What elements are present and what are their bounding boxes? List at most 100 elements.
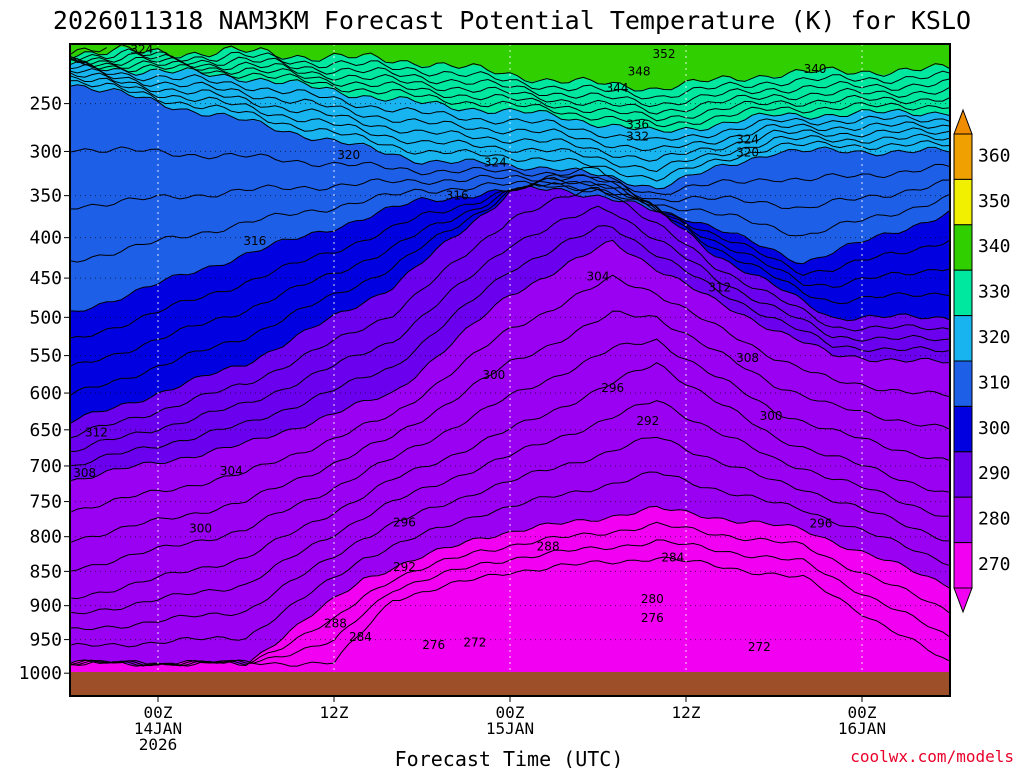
isentrope-line-296 <box>70 239 950 482</box>
contour-label: 324 <box>130 42 153 56</box>
contour-label: 296 <box>601 381 624 395</box>
isentrope-line-332 <box>70 60 950 133</box>
contour-label: 300 <box>189 521 212 535</box>
contour-label: 272 <box>748 640 771 654</box>
isentrope-line-318 <box>70 146 950 195</box>
contour-label: 304 <box>220 464 243 478</box>
contour-label: 308 <box>736 351 759 365</box>
y-tick-label: 850 <box>29 561 62 582</box>
colorbar-label: 330 <box>978 282 1011 303</box>
isentrope-line-286 <box>70 400 950 615</box>
contour-label: 320 <box>337 148 360 162</box>
contour-label: 348 <box>628 64 651 78</box>
colorbar-swatch <box>953 360 973 407</box>
colorbar-swatch <box>953 133 973 180</box>
isentrope-line-312 <box>70 185 950 312</box>
isentrope-contours <box>70 44 950 667</box>
contour-label: 316 <box>243 234 266 248</box>
contour-label: 316 <box>446 189 469 203</box>
contour-label: 308 <box>73 466 96 480</box>
y-tick-label: 800 <box>29 527 62 548</box>
colorbar: 270 280 290 300 310 320 330 340 350 360 <box>953 108 1011 614</box>
y-tick-label: 500 <box>29 307 62 328</box>
contour-label: 284 <box>349 630 372 644</box>
band-344 <box>70 44 950 91</box>
contour-label: 300 <box>482 368 505 382</box>
x-tick-label: 00Z <box>496 703 525 722</box>
colorbar-label: 350 <box>978 191 1011 212</box>
contour-label: 344 <box>606 81 629 95</box>
contour-label: 292 <box>393 560 416 574</box>
colorbar-swatch <box>953 496 973 544</box>
colorbar-swatch <box>953 451 973 498</box>
y-tick-label: 900 <box>29 596 62 617</box>
x-tick-label: 16JAN <box>838 719 886 738</box>
isentrope-line-330 <box>70 64 950 141</box>
isentrope-line-344 <box>70 44 950 92</box>
contour-label: 272 <box>463 635 486 649</box>
contour-label: 312 <box>708 281 731 295</box>
contour-label: 312 <box>85 426 108 440</box>
contour-label: 356 <box>462 0 485 3</box>
x-tick-label: 12Z <box>672 703 701 722</box>
colorbar-swatch <box>953 315 973 362</box>
contour-label: 352 <box>653 47 676 61</box>
y-tick-label: 700 <box>29 456 62 477</box>
colorbar-label: 280 <box>978 509 1011 530</box>
contour-label: 284 <box>661 551 684 565</box>
colorbar-max-extension <box>953 108 973 135</box>
y-tick-label: 950 <box>29 630 62 651</box>
colorbar-label: 340 <box>978 236 1011 257</box>
contour-label: 280 <box>641 592 664 606</box>
colorbar-swatch <box>953 542 973 589</box>
y-tick-label: 250 <box>29 94 62 115</box>
x-tick-label: 00Z <box>848 703 877 722</box>
x-tick-label: 14JAN <box>134 719 182 738</box>
isentrope-line-342 <box>70 48 950 100</box>
colorbar-label: 360 <box>978 145 1011 166</box>
colorbar-swatch <box>953 405 973 453</box>
x-tick-label: 00Z <box>144 703 173 722</box>
y-tick-label: 650 <box>29 420 62 441</box>
contour-label: 340 <box>804 62 827 76</box>
contour-label: 304 <box>587 270 610 284</box>
contour-label: 300 <box>760 409 783 423</box>
isentrope-line-346 <box>70 47 107 56</box>
isentrope-line-290 <box>70 338 950 572</box>
contour-label: 288 <box>537 539 560 553</box>
y-tick-label: 750 <box>29 492 62 513</box>
colorbar-swatch <box>953 178 973 226</box>
contour-label: 296 <box>809 516 832 530</box>
isentrope-line-334 <box>70 58 950 128</box>
colorbar-label: 290 <box>978 463 1011 484</box>
y-tick-label: 600 <box>29 383 62 404</box>
pressure-axis: 250 300 350 400 450 500 550 600 650 700 750 800 850 9… <box>19 94 70 684</box>
isentrope-line-278 <box>70 521 950 667</box>
y-tick-label: 350 <box>29 186 62 207</box>
contour-label: 292 <box>636 414 659 428</box>
isentrope-line-314 <box>70 180 950 263</box>
contour-label: 336 <box>626 117 649 131</box>
contour-label: 324 <box>736 132 759 146</box>
isentrope-line-300 <box>70 205 950 453</box>
y-tick-label: 1000 <box>19 663 62 684</box>
x-tick-label: 2026 <box>139 735 178 754</box>
chart-title: 2026011318 NAM3KM Forecast Potential Tem… <box>53 6 971 35</box>
y-tick-label: 550 <box>29 346 62 367</box>
colorbar-label: 310 <box>978 372 1011 393</box>
x-tick-label: 15JAN <box>486 719 534 738</box>
colorbar-swatch <box>953 269 973 317</box>
x-axis-title: Forecast Time (UTC) <box>395 747 624 768</box>
contour-label: 276 <box>422 638 445 652</box>
contour-label: 276 <box>641 611 664 625</box>
contour-label: 288 <box>324 616 347 630</box>
colorbar-label: 270 <box>978 554 1011 575</box>
colorbar-min-extension <box>953 587 973 614</box>
colorbar-label: 320 <box>978 327 1011 348</box>
credit-link[interactable]: coolwx.com/models <box>850 747 1014 766</box>
colorbar-label: 300 <box>978 418 1011 439</box>
contour-label: 320 <box>736 145 759 159</box>
plot-area <box>70 44 950 696</box>
